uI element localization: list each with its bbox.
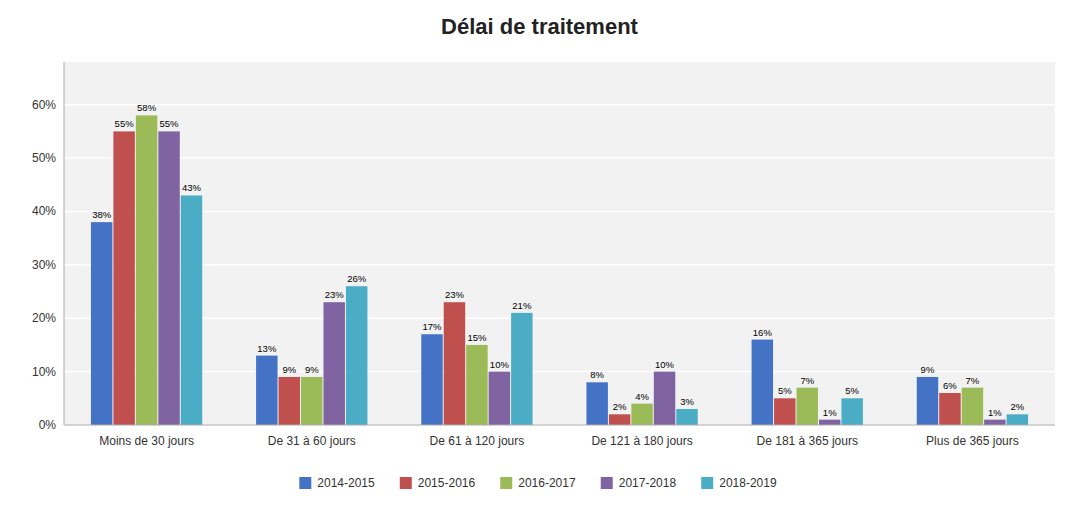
grid-line: [64, 104, 1055, 106]
chart: Délai de traitement 0% 10% 20% 30% 40% 50% 60% 3…: [0, 0, 1079, 517]
bar: [158, 131, 179, 425]
y-tick-label: 50%: [32, 151, 56, 165]
data-label: 17%: [422, 321, 442, 332]
data-label: 6%: [943, 380, 957, 391]
legend-swatch: [400, 477, 412, 489]
y-tick-label: 0%: [39, 418, 57, 432]
legend-swatch: [701, 477, 713, 489]
y-tick-label: 10%: [32, 365, 56, 379]
bar: [797, 388, 818, 425]
x-tick-label: De 61 à 120 jours: [430, 434, 525, 448]
legend-label: 2016-2017: [518, 476, 576, 490]
legend: 2014-2015 2015-2016 2016-2017 2017-2018 2018…: [299, 476, 777, 490]
y-tick-label: 40%: [32, 204, 56, 218]
bar: [91, 222, 112, 425]
data-label: 5%: [778, 385, 792, 396]
data-label: 55%: [160, 118, 180, 129]
data-label: 7%: [966, 375, 980, 386]
legend-swatch: [299, 477, 311, 489]
data-label: 9%: [282, 364, 296, 375]
x-tick-label: De 181 à 365 jours: [757, 434, 858, 448]
data-label: 13%: [257, 343, 277, 354]
data-label: 5%: [845, 385, 859, 396]
bar: [256, 356, 277, 425]
y-tick-label: 30%: [32, 258, 56, 272]
data-label: 16%: [753, 327, 773, 338]
y-tick-label: 60%: [32, 98, 56, 112]
grid-line: [64, 157, 1055, 159]
x-tick-label: De 121 à 180 jours: [591, 434, 692, 448]
bar: [181, 195, 202, 425]
bar: [444, 302, 465, 425]
data-label: 3%: [680, 396, 694, 407]
bar: [511, 313, 532, 425]
bar: [676, 409, 697, 425]
data-label: 26%: [347, 273, 367, 284]
bar: [136, 115, 157, 425]
bar: [654, 372, 675, 425]
legend-label: 2018-2019: [719, 476, 777, 490]
grid-line: [64, 264, 1055, 266]
data-label: 58%: [137, 102, 157, 113]
grid-line: [64, 317, 1055, 319]
bars: [91, 115, 1028, 425]
data-label: 9%: [305, 364, 319, 375]
data-label: 2%: [1010, 401, 1024, 412]
bar: [609, 414, 630, 425]
bar: [819, 420, 840, 425]
data-label: 7%: [800, 375, 814, 386]
data-label: 43%: [182, 182, 202, 193]
bar: [113, 131, 134, 425]
x-tick-label: Moins de 30 jours: [99, 434, 194, 448]
bar: [939, 393, 960, 425]
bar: [489, 372, 510, 425]
bar: [774, 398, 795, 425]
bar: [301, 377, 322, 425]
bar: [279, 377, 300, 425]
bar: [841, 398, 862, 425]
y-axis-line: [64, 62, 65, 425]
x-tick-label: De 31 à 60 jours: [268, 434, 356, 448]
grid-line: [64, 371, 1055, 373]
bar: [323, 302, 344, 425]
legend-swatch: [500, 477, 512, 489]
bar: [421, 334, 442, 425]
bar: [466, 345, 487, 425]
x-axis-line: [64, 425, 1055, 426]
data-label: 23%: [325, 289, 345, 300]
data-label: 1%: [988, 407, 1002, 418]
data-label: 8%: [590, 369, 604, 380]
data-label: 23%: [445, 289, 465, 300]
plot-background: [64, 62, 1055, 425]
grid-line: [64, 211, 1055, 213]
bar: [917, 377, 938, 425]
grid-line: [64, 424, 1055, 426]
data-label: 55%: [115, 118, 135, 129]
data-label: 38%: [92, 209, 112, 220]
legend-label: 2017-2018: [619, 476, 677, 490]
data-label: 10%: [490, 359, 510, 370]
y-tick-label: 20%: [32, 311, 56, 325]
data-label: 9%: [921, 364, 935, 375]
bar: [346, 286, 367, 425]
data-label: 10%: [655, 359, 675, 370]
bar: [1007, 414, 1028, 425]
data-label: 1%: [823, 407, 837, 418]
bar: [984, 420, 1005, 425]
bar: [586, 382, 607, 425]
data-label: 4%: [635, 391, 649, 402]
bar: [962, 388, 983, 425]
legend-swatch: [601, 477, 613, 489]
data-labels: 38% 13% 17% 8% 16% 9% 55% 9% 23% 2% 5% 6% 58% 9% 15% 4%…: [92, 102, 1025, 417]
data-label: 2%: [613, 401, 627, 412]
legend-label: 2015-2016: [418, 476, 476, 490]
bar: [631, 404, 652, 425]
bar: [752, 340, 773, 425]
data-label: 21%: [512, 300, 532, 311]
chart-title: Délai de traitement: [441, 14, 639, 39]
legend-label: 2014-2015: [317, 476, 375, 490]
data-label: 15%: [467, 332, 487, 343]
x-tick-label: Plus de 365 jours: [926, 434, 1019, 448]
